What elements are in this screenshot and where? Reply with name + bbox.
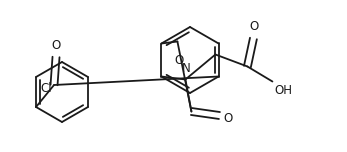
Text: O: O	[51, 39, 61, 52]
Text: O: O	[223, 112, 233, 125]
Text: O: O	[250, 21, 259, 33]
Text: N: N	[182, 62, 191, 76]
Text: OH: OH	[274, 83, 293, 97]
Text: Cl: Cl	[40, 82, 52, 95]
Text: O: O	[175, 54, 184, 67]
